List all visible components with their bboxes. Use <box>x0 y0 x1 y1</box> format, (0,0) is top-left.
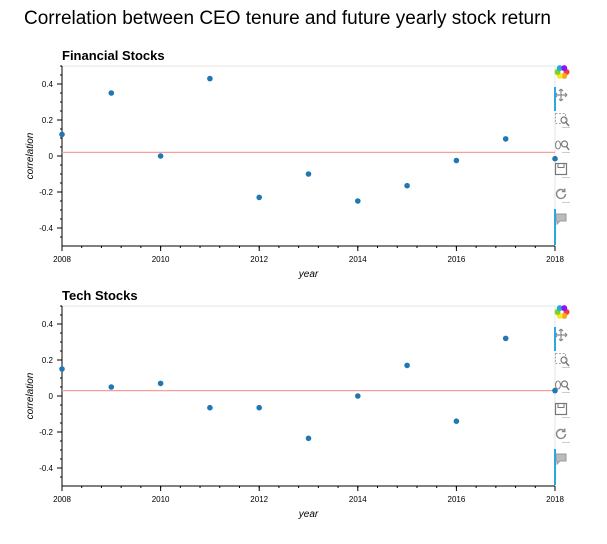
data-point[interactable] <box>502 335 509 342</box>
toolbar-separator <box>562 177 570 178</box>
data-point[interactable] <box>355 198 361 204</box>
y-tick-label: 0.2 <box>42 116 54 125</box>
toolbar-separator <box>562 202 570 203</box>
data-point[interactable] <box>552 387 558 394</box>
chart-title: Tech Stocks <box>62 288 138 303</box>
x-tick-label: 2018 <box>546 255 564 264</box>
data-point[interactable] <box>453 418 460 424</box>
data-point[interactable] <box>404 182 410 189</box>
active-tool-indicator <box>554 209 556 245</box>
x-tick-label: 2014 <box>349 255 367 264</box>
data-point[interactable] <box>108 384 115 390</box>
data-point[interactable] <box>404 362 410 369</box>
toolbar-separator <box>562 152 570 153</box>
bokeh-logo-icon[interactable] <box>554 304 578 326</box>
y-tick-label: 0.4 <box>42 80 54 89</box>
data-point[interactable] <box>305 435 312 442</box>
x-axis-label: year <box>298 269 319 280</box>
y-tick-label: 0 <box>49 392 54 401</box>
data-point[interactable] <box>108 90 115 96</box>
x-tick-label: 2008 <box>53 255 71 264</box>
x-tick-label: 2016 <box>448 255 466 264</box>
data-point[interactable] <box>256 404 263 411</box>
x-tick-label: 2010 <box>152 495 170 504</box>
y-axis-label: correlation <box>25 132 36 179</box>
data-point[interactable] <box>207 404 213 411</box>
toolbar-separator <box>562 367 570 368</box>
toolbar-separator <box>562 127 570 128</box>
active-tool-indicator <box>554 449 556 485</box>
tech-stocks-chart[interactable]: Tech Stocks -0.4 -0.2 0 0.2 0.4 2008 2010 2012 20… <box>0 284 607 543</box>
y-tick-label: -0.4 <box>39 464 53 473</box>
data-point[interactable] <box>355 393 361 399</box>
bokeh-logo-icon[interactable] <box>554 64 578 86</box>
page-title: Correlation between CEO tenure and futur… <box>24 8 551 29</box>
data-point[interactable] <box>256 194 263 201</box>
toolbar-separator <box>562 417 570 418</box>
y-tick-label: -0.4 <box>39 224 53 233</box>
box-zoom-icon[interactable] <box>554 112 578 134</box>
chart-title: Financial Stocks <box>62 48 165 63</box>
data-point[interactable] <box>157 380 164 387</box>
y-tick-label: -0.2 <box>39 428 53 437</box>
pan-icon[interactable] <box>554 328 578 350</box>
reset-icon[interactable] <box>554 187 578 209</box>
tech-stocks-panel: Tech Stocks -0.4 -0.2 0 0.2 0.4 2008 2010 2012 20… <box>0 284 607 544</box>
x-tick-label: 2016 <box>448 495 466 504</box>
box-zoom-icon[interactable] <box>554 352 578 374</box>
financial-stocks-chart[interactable]: Financial Stocks -0.4 -0.2 0 0.2 0.4 2008 2010 2… <box>0 44 607 304</box>
y-tick-label: 0 <box>49 152 54 161</box>
hover-icon[interactable] <box>554 212 578 234</box>
wheel-zoom-icon[interactable] <box>554 137 578 159</box>
y-tick-label: -0.2 <box>39 188 53 197</box>
pan-icon[interactable] <box>554 88 578 110</box>
data-point[interactable] <box>502 136 509 142</box>
data-point[interactable] <box>207 75 213 82</box>
x-tick-label: 2010 <box>152 255 170 264</box>
hover-icon[interactable] <box>554 452 578 474</box>
plot-frame <box>61 305 556 487</box>
save-icon[interactable] <box>554 162 578 184</box>
y-tick-label: 0.2 <box>42 356 54 365</box>
x-tick-label: 2008 <box>53 495 71 504</box>
data-point[interactable] <box>59 366 65 372</box>
y-tick-label: 0.4 <box>42 320 54 329</box>
data-point[interactable] <box>453 157 460 164</box>
x-tick-label: 2012 <box>250 495 268 504</box>
data-point[interactable] <box>157 153 164 159</box>
data-point[interactable] <box>552 155 558 162</box>
x-tick-label: 2014 <box>349 495 367 504</box>
reset-icon[interactable] <box>554 427 578 449</box>
plot-frame <box>61 65 556 247</box>
financial-stocks-panel: Financial Stocks -0.4 -0.2 0 0.2 0.4 2008 2010 2… <box>0 44 607 304</box>
x-tick-label: 2012 <box>250 255 268 264</box>
toolbar-separator <box>562 392 570 393</box>
save-icon[interactable] <box>554 402 578 424</box>
wheel-zoom-icon[interactable] <box>554 377 578 399</box>
x-axis-label: year <box>298 509 319 520</box>
y-axis-label: correlation <box>25 372 36 419</box>
toolbar-separator <box>562 442 570 443</box>
data-point[interactable] <box>59 131 65 138</box>
data-point[interactable] <box>305 171 312 177</box>
x-tick-label: 2018 <box>546 495 564 504</box>
active-tool-indicator <box>554 327 556 351</box>
active-tool-indicator <box>554 87 556 111</box>
